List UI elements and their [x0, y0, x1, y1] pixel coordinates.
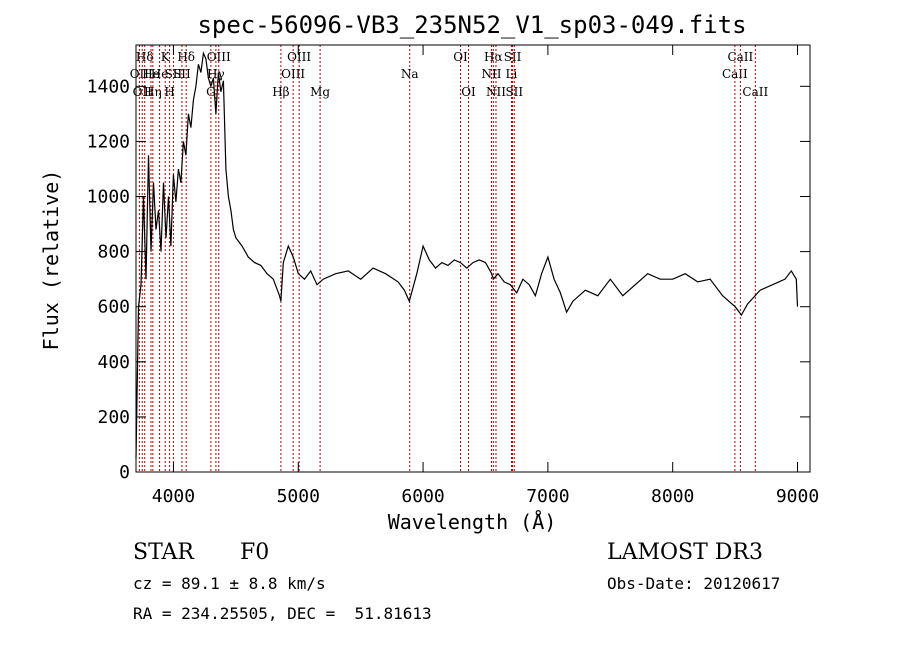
spectral-line-label: OII: [133, 85, 153, 99]
spectral-line-label: Hγ: [207, 67, 225, 81]
spectral-line-label: SII: [505, 85, 523, 99]
object-class: STAR: [133, 540, 194, 565]
chart-title: spec-56096-VB3_235N52_V1_sp03-049.fits: [197, 11, 746, 39]
spectral-line-label: Hα: [484, 50, 503, 64]
spectral-line-label: CaII: [742, 85, 768, 99]
spectral-line-label: Hβ: [272, 85, 289, 99]
spectral-line-label: Li: [506, 67, 518, 81]
y-tick-label: 0: [119, 462, 130, 483]
spectral-line-label: NII: [481, 67, 501, 81]
y-axis-label: Flux (relative): [39, 170, 63, 351]
spectral-line-label: SII: [165, 67, 183, 81]
plot-frame: [135, 44, 811, 473]
x-tick-label: 7000: [526, 486, 569, 507]
y-tick-label: 1000: [87, 187, 130, 208]
spectral-line-label: CaII: [722, 67, 748, 81]
spectral-line-markers: OIIOIIHδHeHηHeKHSIIHδSIIGHγOIIIHβOIIIOII…: [130, 45, 768, 472]
x-tick-label: 8000: [651, 486, 694, 507]
coordinates: RA = 234.25505, DEC = 51.81613: [133, 604, 432, 623]
y-tick-label: 800: [97, 242, 130, 263]
spectral-line-label: G: [206, 85, 216, 99]
spectral-line-label: OI: [461, 85, 476, 99]
x-tick-label: 6000: [401, 486, 444, 507]
x-tick-label: 5000: [277, 486, 320, 507]
x-tick-label: 9000: [776, 486, 819, 507]
spectral-line-label: Hη: [144, 85, 162, 99]
spectral-line-label: OI: [453, 50, 468, 64]
spectral-line-label: SII: [504, 50, 522, 64]
x-axis-label: Wavelength (Å): [388, 510, 557, 534]
spectral-line-label: He: [142, 67, 160, 81]
spectral-line-label: Na: [401, 67, 419, 81]
spectral-line-label: Mg: [310, 85, 330, 99]
spectral-line-label: OIII: [287, 50, 311, 64]
spectral-line-label: SII: [173, 67, 191, 81]
y-tick-label: 400: [97, 352, 130, 373]
y-tick-label: 1200: [87, 131, 130, 152]
spectral-line-label: OIII: [281, 67, 305, 81]
spectral-line-label: Hδ: [136, 50, 154, 64]
spectral-line-label: Hδ: [177, 50, 195, 64]
y-tick-label: 600: [97, 297, 130, 318]
spectral-line-label: K: [161, 50, 171, 64]
spectral-line-label: CaII: [727, 50, 753, 64]
spectral-line-label: H: [164, 85, 174, 99]
spectral-line-label: He: [151, 67, 169, 81]
object-subclass: F0: [240, 540, 270, 565]
y-tick-label: 200: [97, 407, 130, 428]
series-line-spectrum: [135, 51, 799, 459]
spectral-line-label: NII: [486, 85, 506, 99]
y-tick-label: 1400: [87, 76, 130, 97]
redshift-cz: cz = 89.1 ± 8.8 km/s: [133, 574, 326, 593]
x-tick-label: 4000: [152, 486, 195, 507]
observation-date: Obs-Date: 20120617: [607, 574, 781, 593]
axis-ticks: 4000 5000 6000 7000 8000 9000 0 200 400 600 800 100…: [87, 45, 819, 507]
spectral-line-label: OIII: [207, 50, 231, 64]
survey-name: LAMOST DR3: [607, 540, 763, 565]
